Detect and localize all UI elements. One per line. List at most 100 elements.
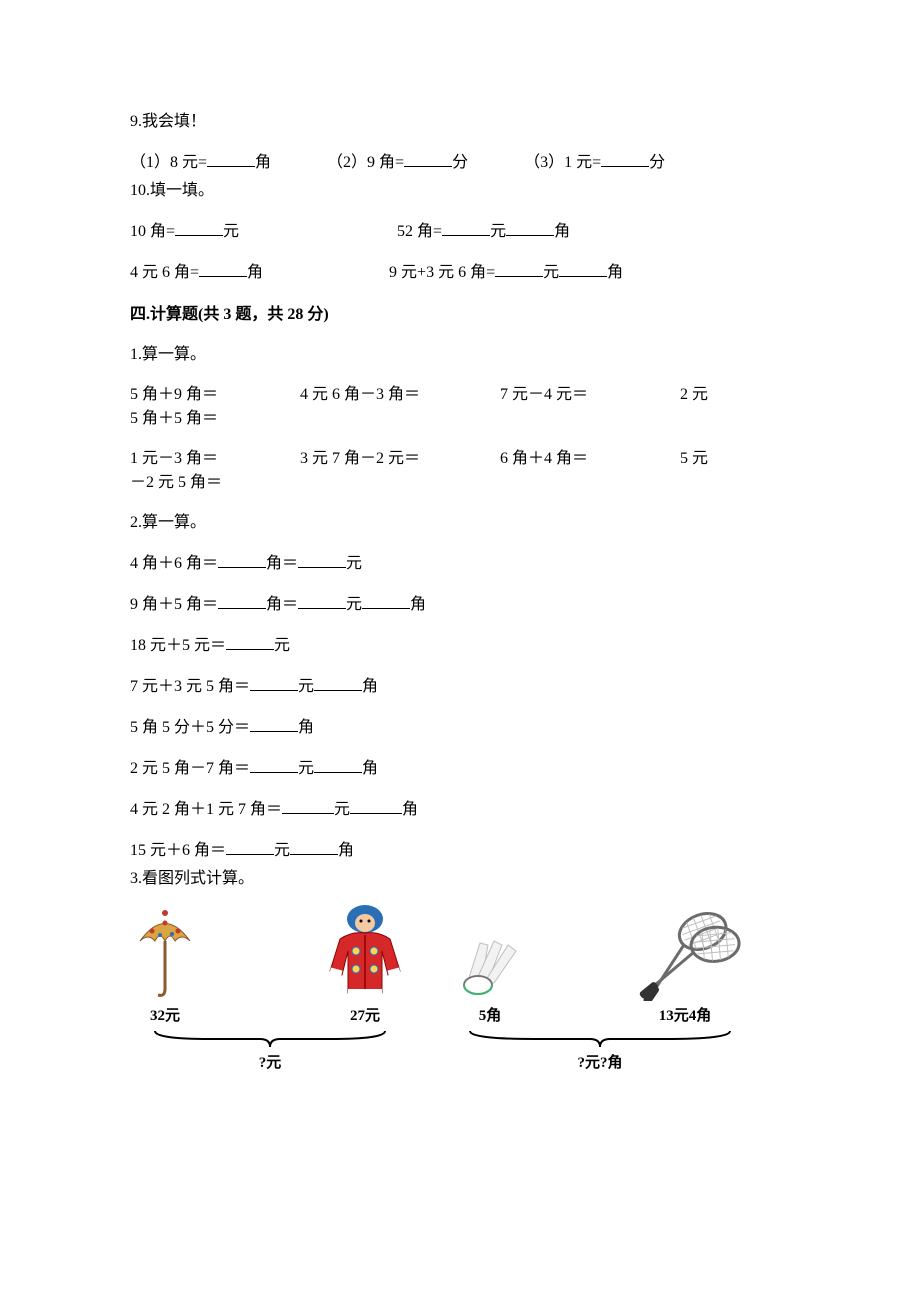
s4q2-l5-pre: 5 角 5 分＋5 分＝ [130,719,250,736]
s4q2-l2-b1[interactable] [218,592,266,609]
s4q2-l2-mid: 角＝ [266,596,298,613]
q10-r1b-blank2[interactable] [506,219,554,236]
s4q2-l2-mid2: 元 [346,596,362,613]
s4q2-l5-b1[interactable] [250,715,298,732]
s4q2-l8-pre: 15 元＋6 角＝ [130,842,226,859]
s4q2-l1-pre: 4 角＋6 角＝ [130,555,218,572]
s4q2-l2-post: 角 [410,596,426,613]
q10-r2a-blank[interactable] [199,260,247,277]
group1-brace: ?元 [130,1028,410,1075]
s4q2-l4-pre: 7 元＋3 元 5 角＝ [130,678,250,695]
s4q2-l4-b2[interactable] [314,674,362,691]
s4q2-l4-b1[interactable] [250,674,298,691]
q9-p3-pre: （3）1 元= [524,154,601,171]
racket-icon [620,911,750,1001]
s4q2-l8-b2[interactable] [290,838,338,855]
s4q2-l4: 7 元＋3 元 5 角＝元角 [130,674,790,699]
s4q2-l5-post: 角 [298,719,314,736]
s4q2-l7-post: 角 [402,801,418,818]
s4q2-l2-b3[interactable] [362,592,410,609]
s4q2-title: 2.算一算。 [130,511,790,535]
s4q2-l3-b1[interactable] [226,633,274,650]
s4q2-l3-post: 元 [274,637,290,654]
s4q1-r1a: 5 角＋9 角＝ [130,383,300,407]
q10-r1b-post: 角 [554,223,570,240]
s4q1-title: 1.算一算。 [130,343,790,367]
s4q1-r2b: 3 元 7 角－2 元＝ [300,447,500,471]
s4q2-l6-mid: 元 [298,760,314,777]
umbrella-item: 32元 [130,901,200,1028]
umbrella-price: 32元 [150,1005,180,1028]
s4q2-l7-b1[interactable] [282,797,334,814]
s4q2-l6-b2[interactable] [314,756,362,773]
brace-icon [150,1028,390,1050]
s4q2-l8-b1[interactable] [226,838,274,855]
brace-icon [465,1028,735,1050]
coat-price: 27元 [350,1005,380,1028]
s4q1-r1b: 4 元 6 角－3 角＝ [300,383,500,407]
q9-p2-post: 分 [452,154,468,171]
s4q3-title: 3.看图列式计算。 [130,867,790,891]
s4q2-l3-pre: 18 元＋5 元＝ [130,637,226,654]
s4q1-r2d-top: 5 元 [680,447,708,471]
umbrella-icon [130,901,200,1001]
s4q3-group2: 5角 [450,911,750,1074]
q9-p2-blank[interactable] [404,150,452,167]
q9-parts: （1）8 元=角 （2）9 角=分 （3）1 元=分 [130,150,790,175]
s4q2-l1-post: 元 [346,555,362,572]
racket-item: 13元4角 [620,911,750,1028]
q10-r1b-pre: 52 角= [397,223,442,240]
s4q1-r2c: 6 角＋4 角＝ [500,447,680,471]
q9-p3-blank[interactable] [601,150,649,167]
s4q2-l4-post: 角 [362,678,378,695]
s4q2-l1-b2[interactable] [298,551,346,568]
racket-price: 13元4角 [659,1005,712,1028]
q10-title: 10.填一填。 [130,179,790,203]
q9-p3-post: 分 [649,154,665,171]
q10-r1a-post: 元 [223,223,239,240]
q10-r1b-blank1[interactable] [442,219,490,236]
s4q2-l2: 9 角＋5 角＝角＝元角 [130,592,790,617]
q10-row1: 10 角= 元 52 角= 元 角 [130,219,790,244]
s4q2-l7: 4 元 2 角＋1 元 7 角＝ 元 角 [130,797,790,822]
s4q1-row2: 1 元－3 角＝ 3 元 7 角－2 元＝ 6 角＋4 角＝ 5 元 [130,447,790,471]
group1-question: ?元 [259,1052,282,1075]
s4q2-l7-b2[interactable] [350,797,402,814]
s4q1-r1c: 7 元－4 元＝ [500,383,680,407]
q10-r2b-blank1[interactable] [495,260,543,277]
s4q1-r2d-bot: －2 元 5 角＝ [130,471,790,495]
s4q2-l8-mid: 元 [274,842,290,859]
s4q2-l1-b1[interactable] [218,551,266,568]
s4q2-l6-post: 角 [362,760,378,777]
shuttlecock-icon [450,931,530,1001]
shuttlecock-price: 5角 [479,1005,502,1028]
s4q1-r2a: 1 元－3 角＝ [130,447,300,471]
s4q1-r1d-bot: 5 角＋5 角＝ [130,407,790,431]
section4-heading: 四.计算题(共 3 题，共 28 分) [130,303,790,327]
q10-r2b-mid: 元 [543,264,559,281]
q10-r2b-blank2[interactable] [559,260,607,277]
group2-question: ?元?角 [577,1052,622,1075]
q10-r1a-pre: 10 角= [130,223,175,240]
shuttlecock-item: 5角 [450,931,530,1028]
s4q2-l6-pre: 2 元 5 角－7 角＝ [130,760,250,777]
group2-brace: ?元?角 [450,1028,750,1075]
q9-p1-blank[interactable] [207,150,255,167]
q10-r2b-pre: 9 元+3 元 6 角= [389,264,495,281]
s4q3-group1: 32元 [130,901,410,1074]
q10-row2: 4 元 6 角=角 9 元+3 元 6 角=元角 [130,260,790,285]
coat-item: 27元 [320,901,410,1028]
s4q2-l6: 2 元 5 角－7 角＝ 元 角 [130,756,790,781]
q10-r1a-blank[interactable] [175,219,223,236]
q10-r1b-mid: 元 [490,223,506,240]
s4q2-l3: 18 元＋5 元＝ 元 [130,633,790,658]
s4q2-l8: 15 元＋6 角＝元角 [130,838,790,863]
q9-title: 9.我会填！ [130,110,790,134]
s4q2-l2-b2[interactable] [298,592,346,609]
q9-p2-pre: （2）9 角= [327,154,404,171]
s4q1-r1d-top: 2 元 [680,383,708,407]
s4q2-l6-b1[interactable] [250,756,298,773]
s4q2-l7-mid: 元 [334,801,350,818]
s4q2-l7-pre: 4 元 2 角＋1 元 7 角＝ [130,801,282,818]
s4q1-row1: 5 角＋9 角＝ 4 元 6 角－3 角＝ 7 元－4 元＝ 2 元 [130,383,790,407]
